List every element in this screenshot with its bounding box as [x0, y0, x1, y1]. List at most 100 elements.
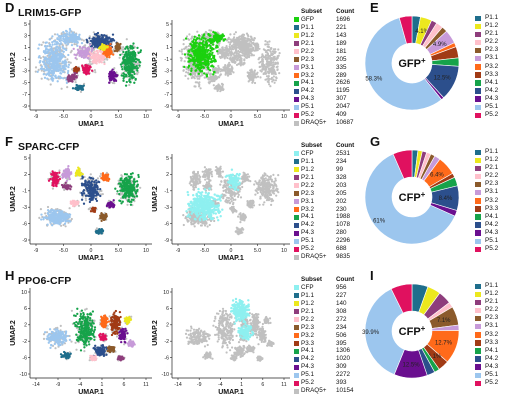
y-tick-label: -6 — [22, 221, 27, 227]
legend-label: P3.2 — [485, 330, 499, 338]
x-tick-label: -4 — [78, 382, 83, 388]
subset-swatch — [294, 301, 299, 307]
legend-swatch — [475, 31, 481, 38]
y-axis-label: UMAP.2 — [152, 320, 159, 346]
umap-cluster-P2-3 — [106, 345, 116, 354]
legend-item: P4.3 — [475, 229, 515, 237]
donut-slice-label: 12.7% — [435, 341, 453, 347]
subset-swatch — [294, 285, 299, 291]
y-tick-label: 10 — [163, 290, 169, 296]
legend-swatch — [475, 39, 481, 46]
legend-label: P4.3 — [485, 228, 499, 236]
umap-cluster-P1-2 — [97, 42, 109, 52]
table-row: P3.2 289 — [294, 72, 356, 80]
subset-swatch — [294, 372, 299, 378]
donut-chart-0: 4.1% 4.9% 12.5% 58.3% GFP+ — [364, 15, 460, 111]
table-row: P4.3 307 — [294, 95, 356, 103]
subset-count: 1306 — [336, 347, 351, 355]
subset-name: P1.2 — [301, 31, 314, 39]
legend-label: P5.1 — [485, 237, 499, 245]
subset-name: P4.3 — [301, 95, 314, 103]
umap-cluster-P1-2 — [74, 166, 84, 177]
row-title-ppo6: PPO6-CFP — [18, 275, 72, 287]
subset-name: GFP — [301, 15, 314, 23]
table-row: P2.3 234 — [294, 324, 356, 332]
subset-count: 307 — [336, 95, 347, 103]
donut-slice-P5-2 — [392, 149, 413, 180]
x-tick-label: -9 — [176, 114, 181, 120]
y-tick-label: 6 — [24, 306, 27, 312]
x-tick-label: 11 — [143, 382, 148, 388]
y-tick-label: -3 — [22, 69, 27, 75]
table-row: DRAQ5+ 9835 — [294, 253, 356, 261]
y-tick-label: -6 — [22, 355, 27, 361]
subset-count: 234 — [336, 157, 347, 165]
subset-name: P2.1 — [301, 307, 314, 315]
table-row: P3.3 395 — [294, 340, 356, 348]
umap-cluster-P4-2 — [80, 175, 102, 205]
legend-item: P4.2 — [475, 221, 515, 229]
umap-cluster-P5-2 — [98, 332, 108, 342]
table-row: CFP 956 — [294, 284, 356, 292]
x-tick-label: 6 — [261, 382, 264, 388]
x-axis-label: UMAP.1 — [218, 255, 244, 262]
table-row: P4.3 280 — [294, 229, 356, 237]
legend-item: P5.1 — [475, 237, 515, 245]
subset-count: 189 — [336, 39, 347, 47]
legend-swatch — [475, 283, 481, 289]
legend-swatch — [475, 80, 481, 86]
legend-label: P5.1 — [485, 371, 499, 379]
table-row: P1.2 99 — [294, 166, 356, 174]
subset-swatch — [294, 254, 299, 260]
subset-name: P5.2 — [301, 379, 314, 387]
donut-slice-P5-2 — [390, 283, 413, 314]
table-row: P3.2 230 — [294, 206, 356, 214]
legend-swatch — [475, 348, 481, 354]
row-title-sparc: SPARC-CFP — [18, 141, 80, 153]
umap-cluster-P4-3 — [105, 199, 116, 209]
y-tick-label: -9 — [164, 238, 169, 244]
donut-slice-label: 39.9% — [362, 330, 380, 336]
subset-swatch — [294, 57, 299, 63]
umap-cluster-P5-1 — [54, 27, 84, 47]
subset-swatch — [294, 317, 299, 323]
umap-cluster-P3-3 — [109, 309, 122, 337]
legend-label: P2.2 — [485, 38, 499, 46]
umap-cluster-P3-3 — [89, 206, 97, 214]
y-tick-label: 3 — [24, 34, 27, 40]
legend-swatch — [475, 157, 481, 164]
legend-item: P1.1 — [475, 148, 515, 156]
legend-item: P1.2 — [475, 156, 515, 164]
donut-slice-label: 6.4% — [430, 173, 444, 179]
count-column-header: Count — [336, 142, 355, 149]
donut-chart-2: 7.1% 12.7% 4.1% 12.5% 39.9% CFP+ — [362, 283, 460, 379]
legend-swatch — [475, 15, 481, 21]
table-header: Subset Count — [294, 276, 356, 284]
subset-swatch — [294, 309, 299, 315]
table-row: P2.2 181 — [294, 48, 356, 56]
subset-swatch — [294, 17, 299, 23]
umap-cluster-P2-3 — [113, 42, 122, 53]
x-axis-label: UMAP.1 — [218, 389, 244, 396]
subset-name: P3.2 — [301, 331, 314, 339]
y-tick-label: -1 — [22, 57, 27, 63]
subset-name: DRAQ5+ — [301, 119, 327, 127]
y-tick-label: -3 — [22, 205, 27, 211]
y-tick-label: -1 — [22, 189, 27, 195]
umap-cluster-P3-3 — [73, 65, 81, 73]
legend-item: P3.3 — [475, 339, 515, 347]
legend-label: P4.3 — [485, 94, 499, 102]
legend-swatch — [475, 315, 481, 322]
legend-swatch — [475, 246, 481, 253]
umap-clusters-2: -14 -9 -4 1 6 11 10 6 2 -2 -6 -10 UMAP.1 UMAP.2 — [10, 288, 152, 396]
subset-name: P1.1 — [301, 291, 314, 299]
umap-reporter-1: -9 -5.0 0 5.0 10 5 2 -1 -3 -6 -9 UMAP.1 UMAP.2 — [152, 154, 290, 262]
x-tick-label: 5.0 — [254, 114, 261, 120]
x-tick-label: 0 — [230, 248, 233, 254]
x-tick-label: 1 — [101, 382, 104, 388]
legend-label: P2.3 — [485, 180, 499, 188]
x-tick-label: -9 — [176, 248, 181, 254]
legend-label: P5.2 — [485, 111, 499, 119]
subset-count: 688 — [336, 245, 347, 253]
subset-column-header: Subset — [301, 8, 322, 15]
